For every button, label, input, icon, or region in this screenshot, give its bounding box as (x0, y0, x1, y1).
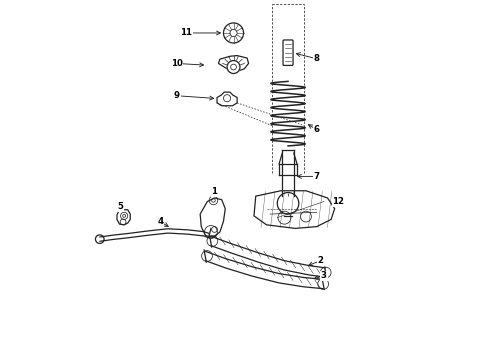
Text: 1: 1 (212, 187, 218, 196)
Text: 7: 7 (314, 172, 320, 181)
Circle shape (227, 60, 240, 73)
Text: 2: 2 (318, 256, 323, 265)
Text: 4: 4 (158, 217, 164, 226)
Text: 10: 10 (171, 59, 183, 68)
Text: 8: 8 (314, 54, 319, 63)
Text: 5: 5 (117, 202, 123, 211)
Text: 3: 3 (321, 271, 327, 280)
Text: 6: 6 (314, 125, 319, 134)
Text: 12: 12 (332, 197, 344, 206)
Text: 9: 9 (174, 91, 180, 100)
Text: 11: 11 (180, 28, 192, 37)
